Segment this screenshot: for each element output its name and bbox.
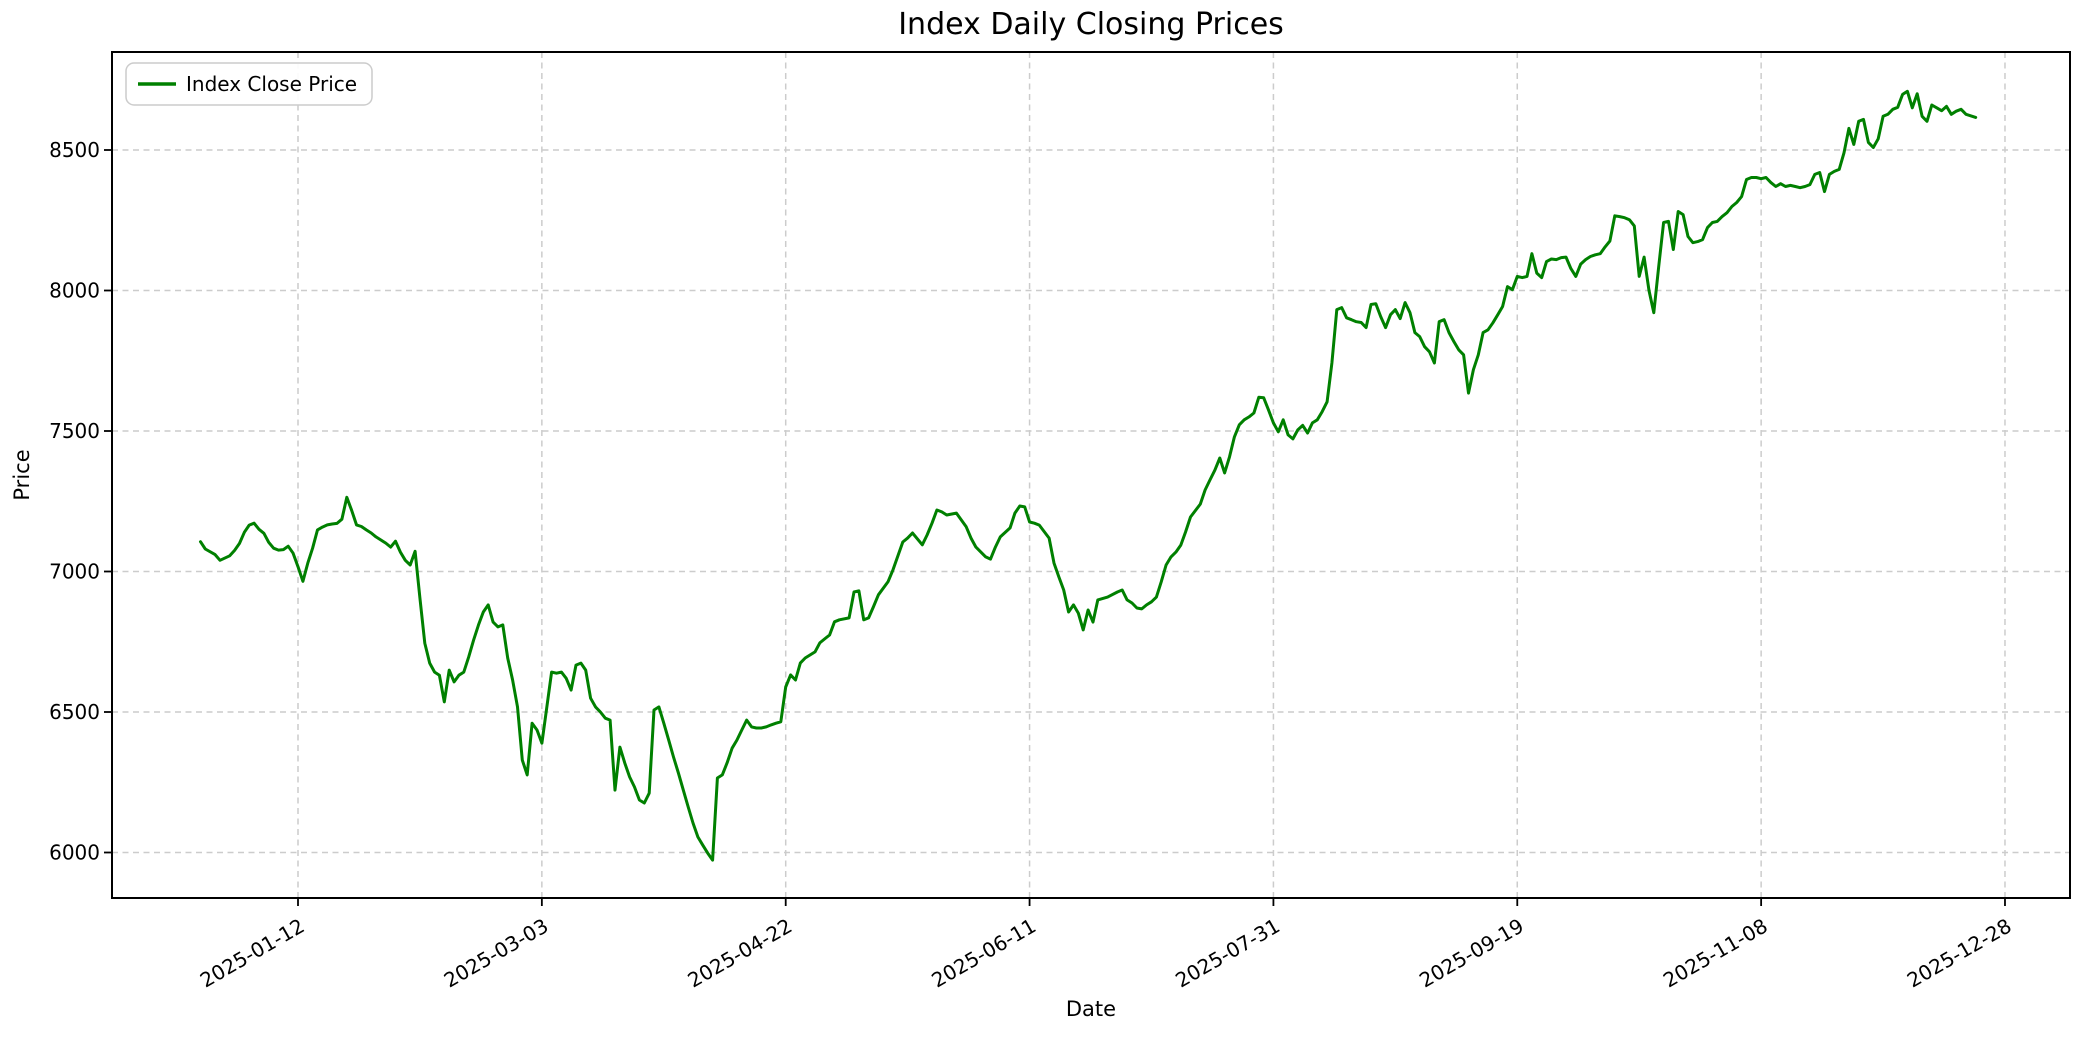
axis-tick-labels: 6000 6500 7000 7500 8000 8500 2025-01-12 2025-0… <box>49 138 2015 992</box>
y-axis-label: Price <box>10 449 34 500</box>
y-tick-label: 7500 <box>49 419 100 443</box>
x-tick-label: 2025-07-31 <box>1171 914 1284 993</box>
chart-title: Index Daily Closing Prices <box>898 7 1284 42</box>
y-tick-label: 6000 <box>49 841 100 865</box>
x-tick-label: 2025-03-03 <box>440 914 553 993</box>
close-price-line <box>199 89 1978 862</box>
x-tick-label: 2025-12-28 <box>1903 914 2016 993</box>
legend: Index Close Price <box>125 62 373 106</box>
x-tick-label: 2025-04-22 <box>684 914 797 993</box>
y-tick-label: 6500 <box>49 700 100 724</box>
x-tick-label: 2025-11-08 <box>1659 914 1772 993</box>
x-tick-label: 2025-09-19 <box>1415 914 1528 993</box>
plot-border <box>111 51 2071 899</box>
series-layer <box>199 89 1978 862</box>
y-tick-label: 8500 <box>49 138 100 162</box>
y-tick-label: 8000 <box>49 279 100 303</box>
legend-label: Index Close Price <box>186 72 357 96</box>
x-tick-label: 2025-06-11 <box>927 914 1040 993</box>
axis-ticks <box>104 149 2006 906</box>
x-axis-label: Date <box>1066 997 1116 1021</box>
grid-lines <box>112 52 2070 898</box>
x-tick-label: 2025-01-12 <box>196 914 309 993</box>
legend-box <box>125 62 373 106</box>
y-tick-label: 7000 <box>49 560 100 584</box>
